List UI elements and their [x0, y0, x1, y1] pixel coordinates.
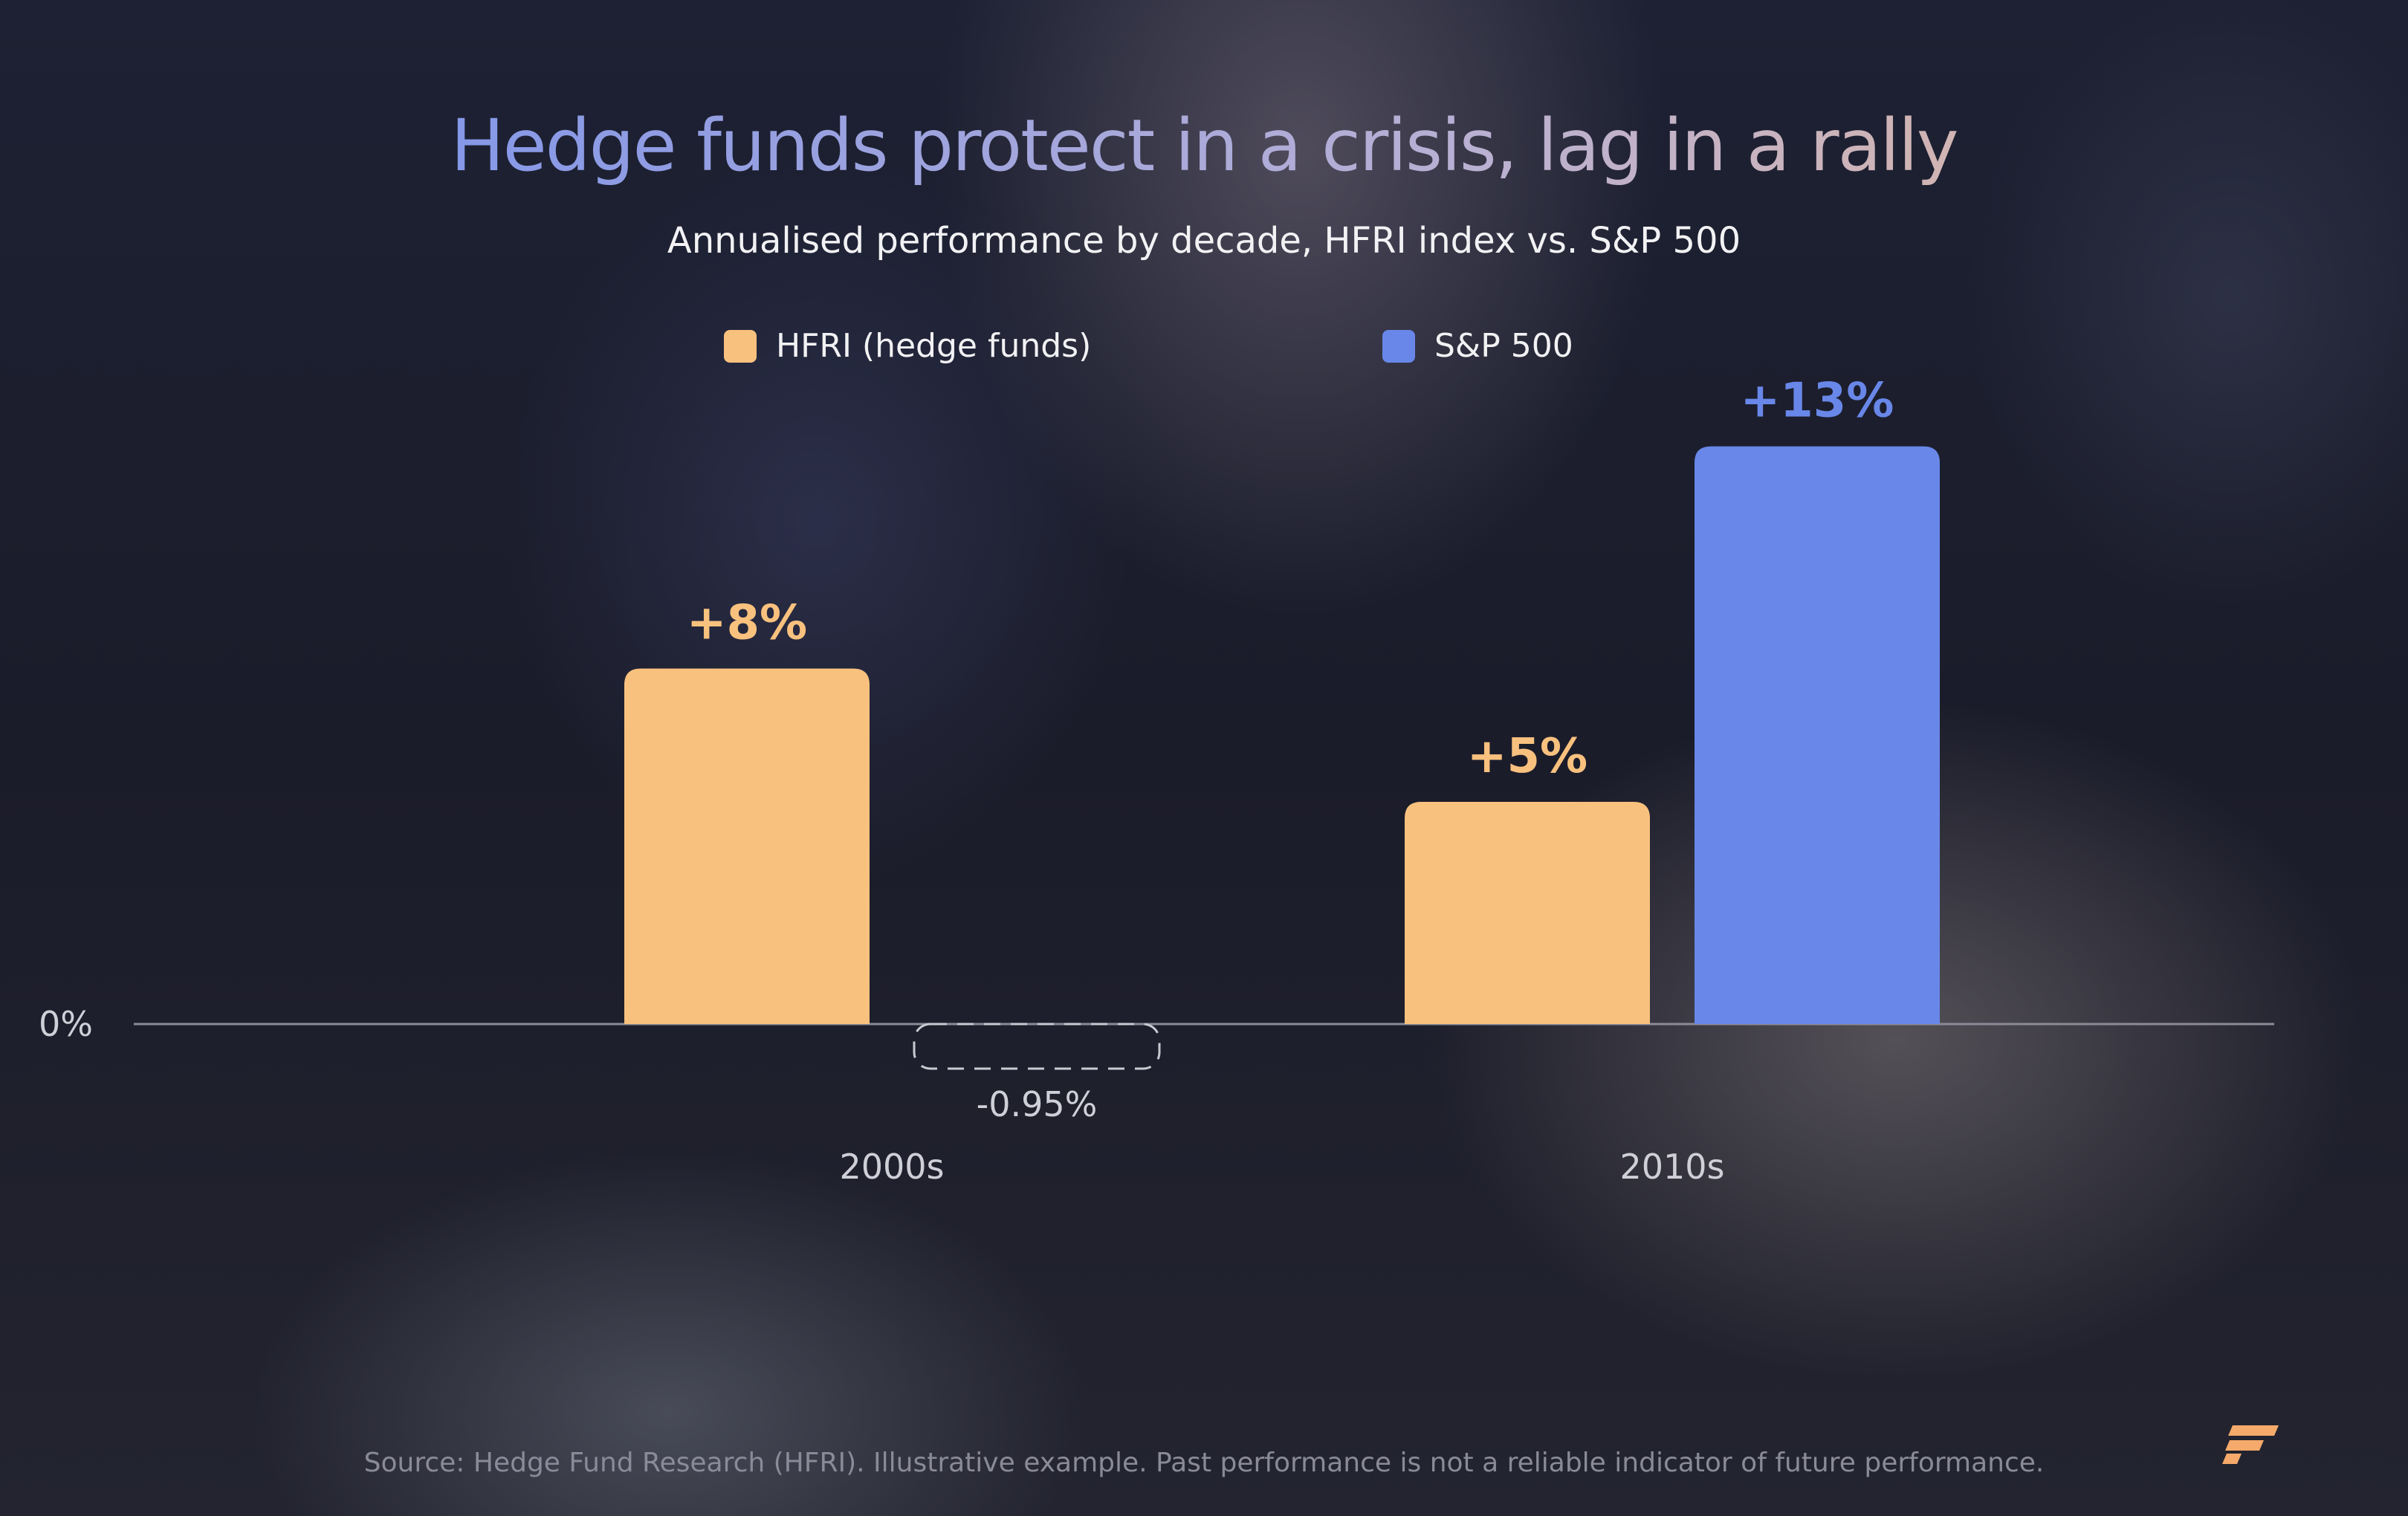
- bar-s-p-500-2000s: [913, 1023, 1161, 1070]
- legend-item-sp500: S&P 500: [1382, 327, 1573, 365]
- bar-hfri-hedge-funds-2000s: [624, 668, 870, 1024]
- bar-s-p-500-2010s: [1695, 446, 1940, 1024]
- chart-title: Hedge funds protect in a crisis, lag in …: [0, 104, 2408, 187]
- legend-label-sp500: S&P 500: [1434, 327, 1573, 365]
- bar-label-s-p-500-2000s: -0.95%: [977, 1084, 1098, 1124]
- chart-subtitle: Annualised performance by decade, HFRI i…: [667, 220, 1741, 262]
- category-label-2010s: 2010s: [1619, 1147, 1724, 1187]
- source-note: Source: Hedge Fund Research (HFRI). Illu…: [363, 1448, 2045, 1478]
- bar-label-s-p-500-2010s: +13%: [1741, 374, 1894, 429]
- legend-item-hfri: HFRI (hedge funds): [724, 327, 1091, 365]
- zero-axis-label: 0%: [39, 1004, 93, 1044]
- legend-swatch-hfri: [724, 329, 757, 363]
- legend-swatch-sp500: [1382, 329, 1415, 363]
- bar-label-hfri-hedge-funds-2000s: +8%: [687, 596, 807, 651]
- category-label-2000s: 2000s: [839, 1147, 944, 1187]
- bar-hfri-hedge-funds-2010s: [1405, 802, 1650, 1024]
- legend-label-hfri: HFRI (hedge funds): [776, 327, 1092, 365]
- bar-label-hfri-hedge-funds-2010s: +5%: [1467, 729, 1587, 784]
- brand-logo-icon: [2222, 1425, 2279, 1464]
